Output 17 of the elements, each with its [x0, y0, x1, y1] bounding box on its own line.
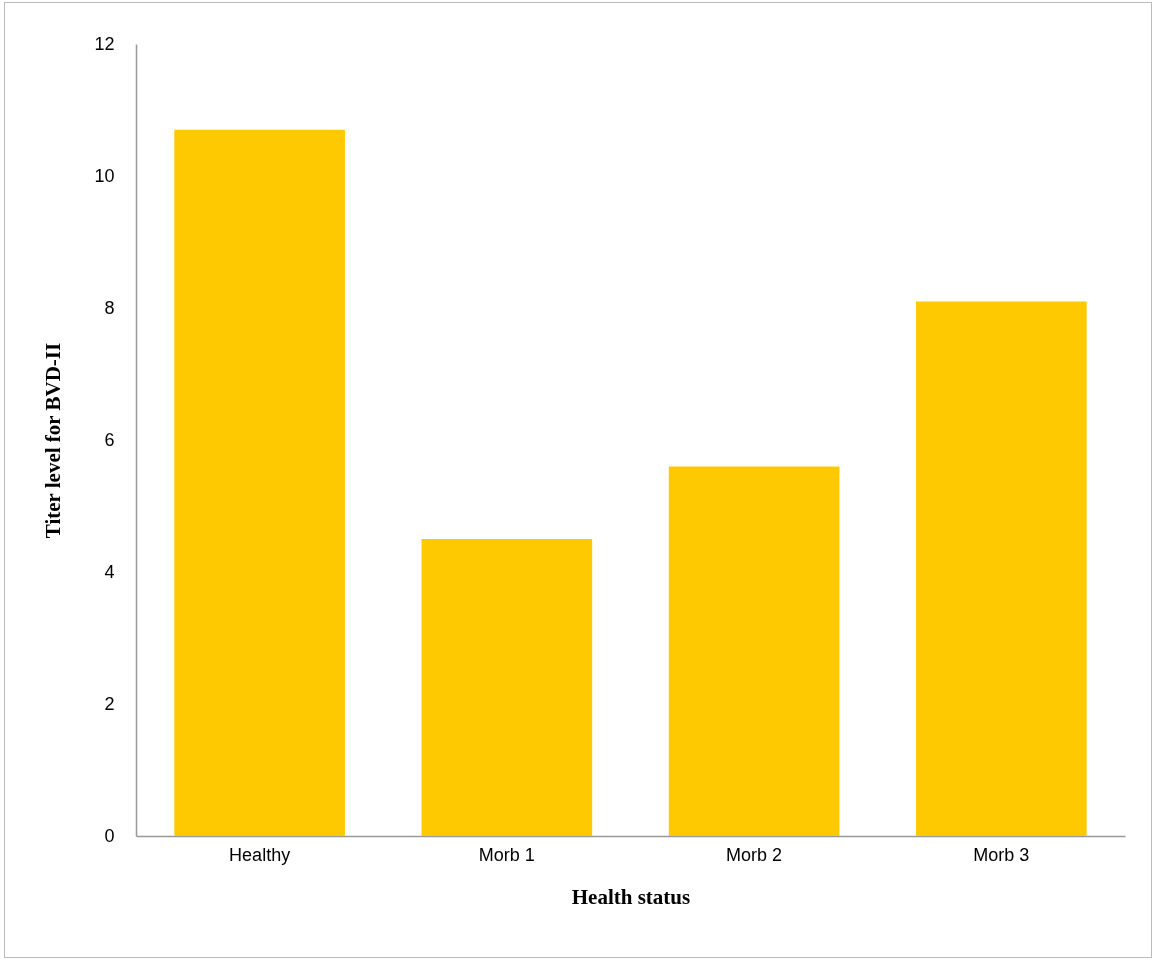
y-tick-label: 4: [104, 561, 115, 582]
x-tick-label: Morb 3: [973, 844, 1030, 865]
x-tick-label: Morb 2: [726, 844, 783, 865]
y-tick-label: 10: [94, 165, 115, 186]
y-tick-label: 12: [94, 33, 115, 54]
bar: [421, 539, 593, 836]
x-tick-label: Morb 1: [478, 844, 535, 865]
y-tick-label: 6: [104, 429, 115, 450]
bar: [174, 129, 345, 836]
x-axis-title: Health status: [571, 884, 691, 909]
y-axis-title: Titer level for BVD-II: [41, 342, 66, 539]
x-tick-label: Healthy: [229, 844, 291, 865]
y-tick-label: 2: [104, 693, 115, 714]
bar: [668, 466, 840, 836]
bar: [916, 301, 1087, 836]
y-tick-label: 8: [104, 297, 115, 318]
y-tick-label: 0: [104, 825, 115, 846]
